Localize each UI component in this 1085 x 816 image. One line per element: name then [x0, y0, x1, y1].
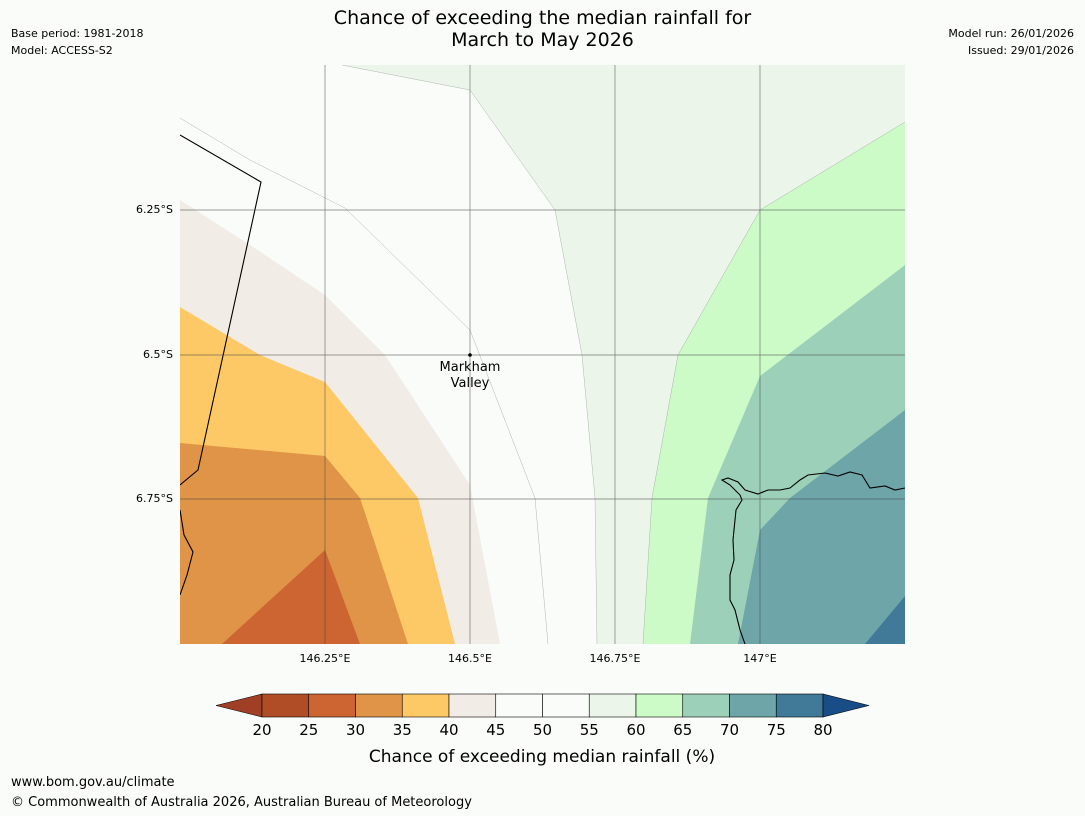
place-marker-icon: [468, 353, 472, 357]
colorbar-segment-75-80: [775, 693, 824, 718]
place-label-line2: Valley: [451, 376, 490, 391]
colorbar-segment-35-40: [401, 693, 450, 718]
chart-title: Chance of exceeding the median rainfall …: [0, 7, 1085, 51]
colorbar-tick-75: 75: [767, 721, 786, 739]
title-line-2: March to May 2026: [451, 29, 634, 51]
model-text: Model: ACCESS-S2: [11, 44, 113, 57]
lat-label-625: 6.25°S: [136, 203, 173, 216]
lon-label-147: 147°E: [743, 652, 776, 665]
base-period-text: Base period: 1981-2018: [11, 27, 144, 40]
colorbar-tick-20: 20: [252, 721, 271, 739]
band-30-35: [180, 443, 408, 644]
band-75-80: [865, 596, 905, 644]
footer-url: www.bom.gov.au/climate: [11, 775, 175, 790]
lon-label-14675: 146.75°E: [590, 652, 641, 665]
title-line-1: Chance of exceeding the median rainfall …: [333, 7, 752, 29]
colorbar-segment-70-75: [729, 693, 777, 718]
footer-copyright: © Commonwealth of Australia 2026, Austra…: [11, 795, 472, 810]
colorbar-tick-35: 35: [393, 721, 412, 739]
colorbar-tick-80: 80: [813, 721, 832, 739]
band-25-30: [222, 550, 360, 644]
colorbar-segment-45-50: [495, 693, 543, 718]
colorbar-tick-60: 60: [626, 721, 645, 739]
colorbar-extend-low: [215, 693, 263, 718]
colorbar-segment-60-65: [635, 693, 684, 718]
colorbar-tick-45: 45: [486, 721, 505, 739]
run-info-right: Model run: 26/01/2026 Issued: 29/01/2026: [948, 25, 1074, 59]
colorbar-segment-20-25: [261, 693, 310, 718]
model-run-text: Model run: 26/01/2026: [948, 27, 1074, 40]
colorbar-ticks: 20 25 30 35 40 45 50 55 60 65 70 75 80: [252, 721, 832, 739]
lat-label-650: 6.5°S: [143, 348, 173, 361]
colorbar-segment-25-30: [308, 693, 356, 718]
colorbar-segment-55-60: [588, 693, 637, 718]
lat-label-675: 6.75°S: [136, 492, 173, 505]
colorbar-extend-high: [822, 693, 870, 718]
issued-text: Issued: 29/01/2026: [967, 44, 1074, 57]
colorbar-title: Chance of exceeding median rainfall (%): [369, 747, 715, 767]
band-70-75: [738, 410, 905, 644]
colorbar-tick-55: 55: [580, 721, 599, 739]
colorbar: [215, 693, 870, 718]
run-info-left: Base period: 1981-2018 Model: ACCESS-S2: [11, 25, 143, 59]
colorbar-segment-50-55: [542, 693, 590, 718]
colorbar-tick-25: 25: [299, 721, 318, 739]
contour-layer: [180, 65, 905, 644]
place-label-line1: Markham: [440, 360, 501, 375]
colorbar-tick-30: 30: [346, 721, 365, 739]
colorbar-segment-30-35: [355, 693, 403, 718]
lon-label-1465: 146.5°E: [448, 652, 492, 665]
colorbar-tick-70: 70: [720, 721, 739, 739]
coastline: [180, 134, 905, 644]
lon-label-14625: 146.25°E: [300, 652, 351, 665]
colorbar-segment-65-70: [682, 693, 730, 718]
colorbar-tick-65: 65: [673, 721, 692, 739]
colorbar-segment-40-45: [448, 693, 497, 718]
colorbar-tick-50: 50: [533, 721, 552, 739]
colorbar-tick-40: 40: [439, 721, 458, 739]
